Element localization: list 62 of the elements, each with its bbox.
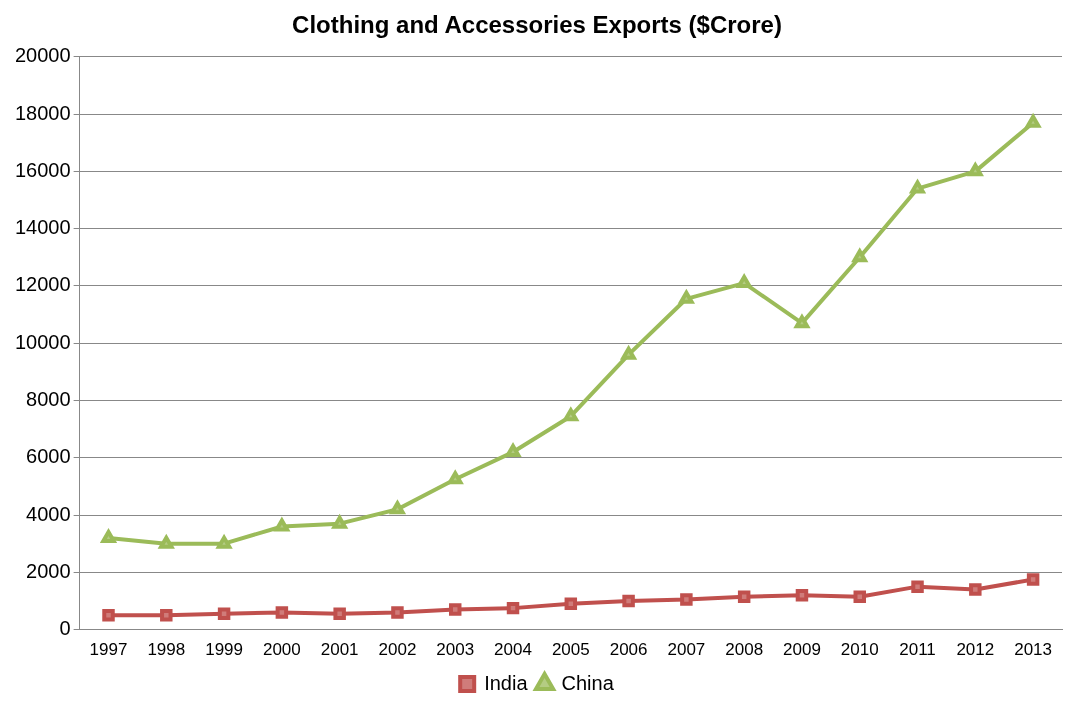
point bbox=[736, 275, 752, 289]
x-tick-label: 2005 bbox=[551, 640, 590, 660]
y-tick-label: 10000 bbox=[14, 330, 71, 353]
y-tick-label: 14000 bbox=[14, 216, 71, 239]
y-tick-label: 6000 bbox=[26, 445, 71, 468]
x-tick-label: 1997 bbox=[89, 640, 128, 660]
x-tick-label: 2006 bbox=[609, 640, 648, 660]
point bbox=[1024, 112, 1042, 128]
point bbox=[448, 603, 462, 616]
point bbox=[1026, 573, 1040, 586]
point bbox=[563, 408, 578, 422]
point bbox=[677, 288, 695, 304]
point bbox=[622, 594, 635, 608]
x-tick-label: 2013 bbox=[1014, 640, 1053, 660]
x-tick-label: 2002 bbox=[378, 640, 417, 660]
point bbox=[794, 315, 810, 329]
x-tick-label: 2011 bbox=[899, 640, 936, 660]
point bbox=[506, 601, 520, 615]
point bbox=[274, 518, 290, 532]
chart-title: Clothing and Accessories Exports ($Crore) bbox=[292, 11, 782, 39]
x-tick-label: 2012 bbox=[956, 640, 995, 660]
point bbox=[909, 178, 926, 194]
point bbox=[391, 606, 404, 619]
point bbox=[680, 593, 693, 606]
point bbox=[911, 580, 924, 593]
point bbox=[853, 590, 866, 603]
point bbox=[795, 588, 809, 602]
point bbox=[969, 583, 982, 596]
y-tick-label: 20000 bbox=[14, 44, 71, 67]
point bbox=[102, 609, 115, 622]
x-tick-label: 1998 bbox=[147, 640, 186, 660]
point bbox=[275, 606, 289, 619]
point bbox=[101, 529, 116, 543]
point bbox=[390, 501, 405, 515]
legend-label: China bbox=[561, 671, 615, 694]
x-tick-label: 2000 bbox=[262, 640, 301, 660]
x-tick-label: 2007 bbox=[667, 640, 706, 660]
point bbox=[620, 344, 638, 360]
legend-label: India bbox=[484, 671, 529, 694]
y-tick-label: 16000 bbox=[14, 158, 71, 181]
y-tick-label: 12000 bbox=[14, 273, 71, 296]
point bbox=[333, 607, 346, 621]
y-tick-label: 8000 bbox=[26, 388, 71, 410]
point bbox=[564, 597, 578, 611]
point bbox=[852, 249, 867, 263]
y-tick-label: 0 bbox=[59, 617, 71, 640]
point bbox=[160, 609, 173, 622]
x-tick-label: 2008 bbox=[725, 640, 764, 660]
x-tick-label: 2009 bbox=[783, 640, 821, 660]
point bbox=[505, 444, 521, 458]
y-tick-label: 4000 bbox=[26, 502, 71, 525]
x-tick-label: 2010 bbox=[840, 640, 879, 660]
x-tick-label: 2003 bbox=[436, 640, 475, 660]
point bbox=[217, 607, 231, 621]
x-tick-label: 1999 bbox=[205, 640, 243, 660]
x-tick-label: 2001 bbox=[320, 640, 359, 660]
point bbox=[968, 163, 983, 177]
point bbox=[448, 471, 463, 485]
x-tick-label: 2004 bbox=[494, 640, 532, 660]
point bbox=[737, 590, 751, 603]
y-tick-label: 2000 bbox=[26, 559, 71, 582]
y-tick-label: 18000 bbox=[14, 101, 71, 124]
